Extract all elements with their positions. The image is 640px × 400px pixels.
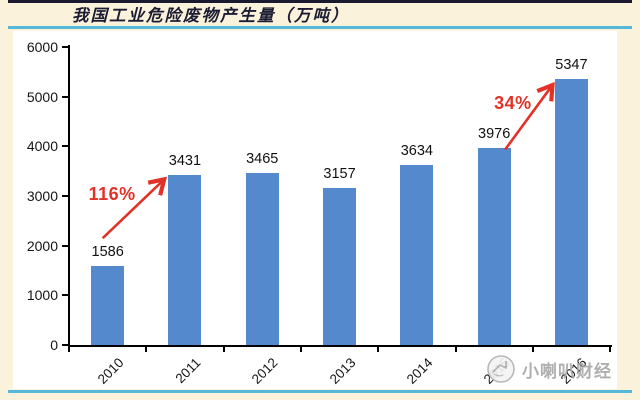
y-axis-tick [61,145,68,148]
bar [168,174,202,345]
chart-title: 我国工业危险废物产生量（万吨） [72,6,350,25]
y-axis-label: 4000 [26,138,58,155]
bar-value-label: 3634 [400,142,433,159]
growth-annotation-label: 34% [494,92,532,113]
x-axis-tick [454,346,457,352]
x-axis-line [67,345,613,347]
bar-value-label: 3976 [478,125,511,142]
top-border-line [8,0,632,3]
y-axis-line [67,45,70,347]
bar [554,79,588,345]
bar-value-label: 1586 [91,244,124,261]
plot-panel: 0 1000 2000 3000 4000 5000 6000 1586 2010 3431 201… [13,31,617,389]
y-axis-label: 5000 [26,88,58,105]
watermark: 小喇叭财经 [486,354,612,384]
x-axis-tick [145,346,148,352]
y-axis-label: 6000 [26,39,58,55]
y-axis-tick [61,244,68,247]
bar-value-label: 3465 [246,150,279,167]
x-axis-tick [222,346,225,352]
title-divider-line [8,26,632,29]
x-axis-label: 2013 [326,355,359,387]
bar-value-label: 3157 [323,166,356,183]
y-axis-tick [61,195,68,197]
bar-value-label: 3431 [168,152,202,169]
growth-annotation-label: 116% [88,184,136,205]
y-axis-label: 0 [50,337,58,353]
x-axis-label: 2010 [94,355,127,387]
x-axis-tick [531,346,534,352]
bar [245,172,279,345]
x-axis-label: 2012 [249,355,281,387]
x-axis-tick [609,346,612,352]
x-axis-tick [299,346,302,352]
y-axis-tick [61,95,68,98]
x-axis-label: 2011 [172,355,204,387]
bar [91,266,125,345]
y-axis-label: 2000 [26,237,58,254]
x-axis-label: 2014 [403,355,436,387]
y-axis-label: 3000 [26,188,58,204]
bottom-border-line [8,390,632,393]
bar [400,164,434,345]
megaphone-icon [487,355,515,383]
x-axis-tick [377,346,380,352]
y-axis-tick [61,344,68,346]
y-axis-tick [61,46,68,48]
watermark-text: 小喇叭财经 [522,361,612,381]
bar [477,147,511,345]
y-axis-tick [61,294,68,297]
bar-value-label: 5347 [555,57,588,74]
bar-chart: 0 1000 2000 3000 4000 5000 6000 1586 2010 3431 201… [13,31,617,389]
y-axis-label: 1000 [26,287,58,304]
x-axis-tick [68,346,70,352]
bar [323,188,357,345]
